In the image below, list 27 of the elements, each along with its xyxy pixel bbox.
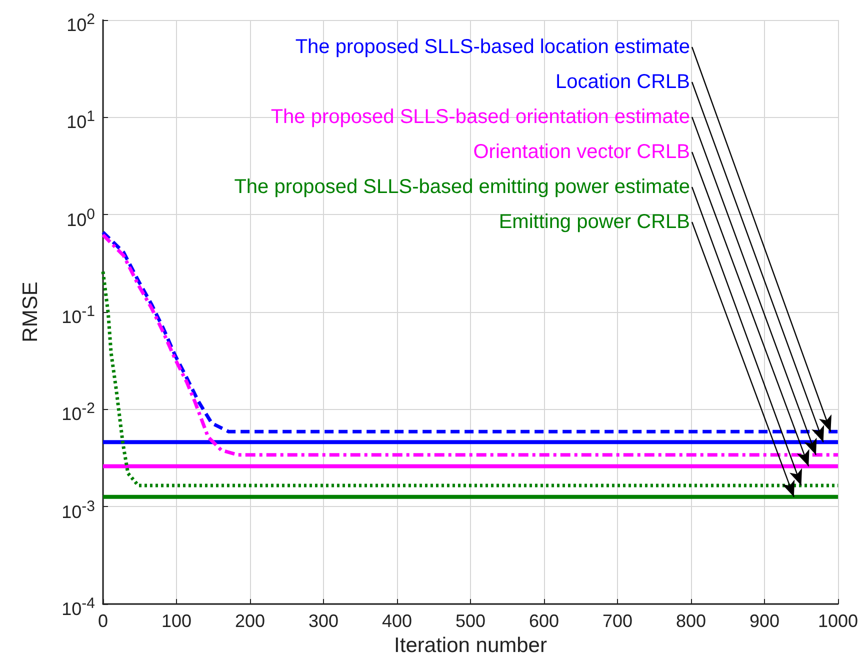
y-tick-label: 10$^{-3}$ bbox=[62, 496, 95, 522]
annotation: The proposed SLLS-based emitting power estimate bbox=[234, 176, 690, 198]
y-tick-label: 10$^{2}$ bbox=[66, 10, 95, 35]
x-tick-label: 400 bbox=[382, 611, 412, 631]
y-tick-label: 10$^{1}$ bbox=[66, 107, 95, 132]
x-axis-title: Iteration number bbox=[394, 634, 547, 657]
x-tick-label: 700 bbox=[602, 611, 633, 631]
x-tick-label: 100 bbox=[161, 611, 192, 631]
annotation: Location CRLB bbox=[555, 71, 690, 93]
y-tick-label: 10$^{0}$ bbox=[66, 204, 95, 230]
annotation: Emitting power CRLB bbox=[498, 211, 690, 233]
annotation: The proposed SLLS-based orientation estimate bbox=[270, 106, 690, 128]
annotation: Orientation vector CRLB bbox=[473, 141, 690, 163]
x-tick-label: 0 bbox=[98, 611, 108, 631]
y-tick-label: 10$^{-1}$ bbox=[62, 302, 95, 327]
line-series bbox=[101, 270, 840, 488]
y-tick-label: 10$^{-4}$ bbox=[62, 594, 95, 619]
x-tick-label: 900 bbox=[749, 611, 780, 631]
x-tick-label: 300 bbox=[308, 611, 339, 631]
x-tick-label: 600 bbox=[528, 611, 560, 631]
x-tick-label: 200 bbox=[234, 611, 266, 631]
x-tick-label: 500 bbox=[455, 611, 486, 631]
y-axis-title: RMSE bbox=[19, 282, 42, 342]
x-tick-label: 1000 bbox=[818, 611, 858, 631]
x-tick-label: 800 bbox=[676, 611, 706, 631]
annotation: The proposed SLLS-based location estimate bbox=[295, 36, 690, 58]
y-tick-label: 10$^{-2}$ bbox=[62, 399, 95, 424]
